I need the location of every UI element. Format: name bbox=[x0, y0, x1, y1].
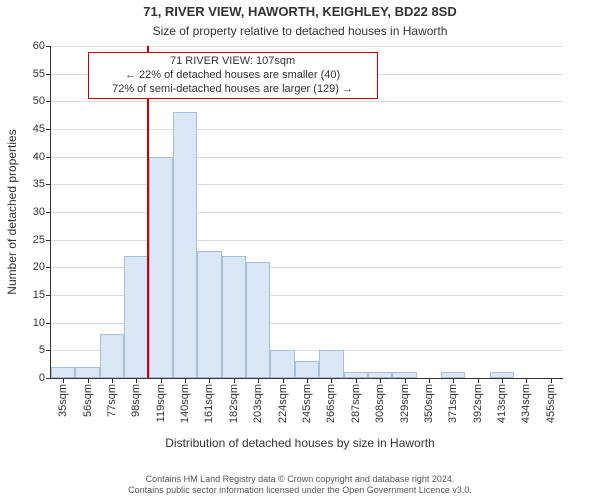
annotation-line: 71 RIVER VIEW: 107sqm bbox=[93, 55, 373, 69]
xtick-label: 455sqm bbox=[545, 384, 557, 423]
x-axis-label: Distribution of detached houses by size … bbox=[0, 436, 600, 450]
ytick-label: 15 bbox=[33, 289, 51, 301]
ytick-label: 10 bbox=[33, 317, 51, 329]
ytick-label: 30 bbox=[33, 206, 51, 218]
histogram-bar bbox=[270, 350, 294, 378]
xtick-mark bbox=[429, 378, 430, 383]
xtick-mark bbox=[258, 378, 259, 383]
gridline-h bbox=[51, 240, 563, 241]
attribution-line2: Contains public sector information licen… bbox=[0, 485, 600, 496]
ytick-label: 25 bbox=[33, 234, 51, 246]
annotation-line: 72% of semi-detached houses are larger (… bbox=[93, 83, 373, 97]
annotation-box: 71 RIVER VIEW: 107sqm← 22% of detached h… bbox=[88, 52, 378, 99]
plot-area: 05101520253035404550556035sqm56sqm77sqm9… bbox=[50, 46, 563, 379]
xtick-label: 161sqm bbox=[203, 384, 215, 423]
xtick-mark bbox=[234, 378, 235, 383]
histogram-bar bbox=[246, 262, 270, 378]
xtick-label: 77sqm bbox=[106, 384, 118, 417]
histogram-bar bbox=[173, 112, 197, 378]
chart-container: 71, RIVER VIEW, HAWORTH, KEIGHLEY, BD22 … bbox=[0, 0, 600, 500]
ytick-label: 55 bbox=[33, 68, 51, 80]
ytick-label: 60 bbox=[33, 40, 51, 52]
xtick-mark bbox=[331, 378, 332, 383]
attribution-footer: Contains HM Land Registry data © Crown c… bbox=[0, 474, 600, 496]
xtick-mark bbox=[356, 378, 357, 383]
ytick-label: 50 bbox=[33, 95, 51, 107]
xtick-mark bbox=[551, 378, 552, 383]
gridline-h bbox=[51, 129, 563, 130]
gridline-h bbox=[51, 101, 563, 102]
xtick-label: 350sqm bbox=[423, 384, 435, 423]
xtick-label: 203sqm bbox=[252, 384, 264, 423]
xtick-label: 287sqm bbox=[350, 384, 362, 423]
ytick-label: 45 bbox=[33, 123, 51, 135]
xtick-mark bbox=[405, 378, 406, 383]
chart-title-line1: 71, RIVER VIEW, HAWORTH, KEIGHLEY, BD22 … bbox=[0, 4, 600, 19]
histogram-bar bbox=[295, 361, 319, 378]
gridline-h bbox=[51, 184, 563, 185]
xtick-label: 56sqm bbox=[82, 384, 94, 417]
xtick-label: 266sqm bbox=[325, 384, 337, 423]
histogram-bar bbox=[124, 256, 148, 378]
ytick-label: 5 bbox=[39, 344, 51, 356]
xtick-label: 98sqm bbox=[130, 384, 142, 417]
xtick-mark bbox=[502, 378, 503, 383]
attribution-line1: Contains HM Land Registry data © Crown c… bbox=[0, 474, 600, 485]
annotation-line: ← 22% of detached houses are smaller (40… bbox=[93, 69, 373, 83]
xtick-label: 308sqm bbox=[374, 384, 386, 423]
xtick-mark bbox=[209, 378, 210, 383]
xtick-mark bbox=[478, 378, 479, 383]
xtick-mark bbox=[136, 378, 137, 383]
histogram-bar bbox=[75, 367, 99, 378]
histogram-bar bbox=[100, 334, 124, 378]
xtick-mark bbox=[185, 378, 186, 383]
xtick-mark bbox=[526, 378, 527, 383]
chart-title-line2: Size of property relative to detached ho… bbox=[0, 24, 600, 38]
ytick-label: 20 bbox=[33, 261, 51, 273]
xtick-label: 140sqm bbox=[179, 384, 191, 423]
xtick-mark bbox=[63, 378, 64, 383]
gridline-h bbox=[51, 212, 563, 213]
ytick-label: 0 bbox=[39, 372, 51, 384]
y-axis-label: Number of detached properties bbox=[5, 129, 19, 294]
xtick-label: 182sqm bbox=[228, 384, 240, 423]
xtick-mark bbox=[380, 378, 381, 383]
xtick-mark bbox=[283, 378, 284, 383]
xtick-mark bbox=[307, 378, 308, 383]
xtick-label: 119sqm bbox=[155, 384, 167, 422]
histogram-bar bbox=[319, 350, 343, 378]
xtick-label: 371sqm bbox=[447, 384, 459, 423]
histogram-bar bbox=[149, 157, 173, 378]
ytick-label: 35 bbox=[33, 178, 51, 190]
xtick-mark bbox=[112, 378, 113, 383]
ytick-label: 40 bbox=[33, 151, 51, 163]
xtick-label: 434sqm bbox=[520, 384, 532, 423]
gridline-h bbox=[51, 46, 563, 47]
gridline-h bbox=[51, 157, 563, 158]
histogram-bar bbox=[197, 251, 221, 378]
xtick-label: 392sqm bbox=[472, 384, 484, 423]
xtick-label: 329sqm bbox=[399, 384, 411, 423]
histogram-bar bbox=[222, 256, 246, 378]
xtick-mark bbox=[453, 378, 454, 383]
xtick-label: 224sqm bbox=[277, 384, 289, 423]
xtick-label: 245sqm bbox=[301, 384, 313, 423]
xtick-label: 35sqm bbox=[57, 384, 69, 417]
xtick-mark bbox=[88, 378, 89, 383]
xtick-mark bbox=[161, 378, 162, 383]
histogram-bar bbox=[51, 367, 75, 378]
xtick-label: 413sqm bbox=[496, 384, 508, 423]
